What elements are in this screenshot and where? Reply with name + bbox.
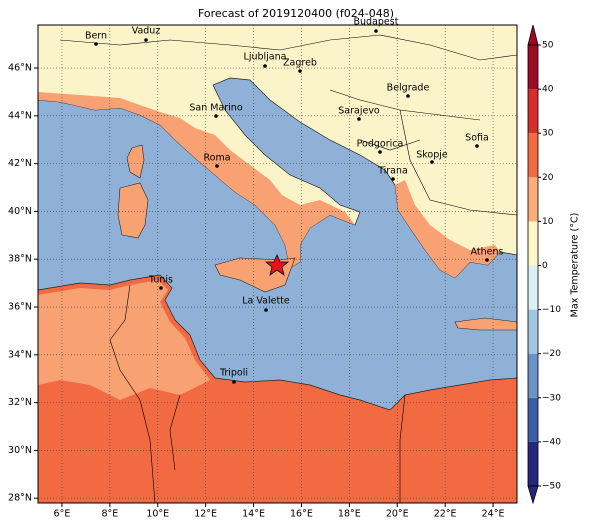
city-label: Podgorica: [357, 139, 404, 150]
city-label: Athens: [471, 247, 504, 258]
sardinia: [117, 182, 149, 239]
x-tick-label: 10°E: [146, 509, 169, 520]
city-dot: [215, 164, 219, 168]
y-tick-label: 40°N: [8, 206, 32, 217]
colorbar-bin: [528, 45, 538, 90]
colorbar-bin: [528, 221, 538, 266]
city-label: Sofia: [465, 133, 489, 144]
colorbar-bin: [528, 397, 538, 442]
crete: [454, 317, 517, 331]
tunisia-warm-area: [38, 280, 210, 400]
colorbar-tick-label: −30: [542, 393, 561, 403]
colorbar-tick-label: 20: [542, 173, 554, 183]
colorbar-label: Max Temperature (°C): [570, 213, 581, 318]
colorbar-extend: [527, 485, 539, 505]
y-tick-label: 44°N: [8, 110, 32, 121]
colorbar-bin: [528, 353, 538, 398]
x-tick-label: 18°E: [338, 509, 361, 520]
city-label: Zagreb: [283, 58, 317, 69]
colorbar-tick-label: 50: [542, 41, 554, 51]
city-dot: [263, 64, 267, 68]
city-label: La Valette: [242, 296, 290, 307]
city-label: Tripoli: [219, 368, 248, 379]
colorbar-tick-label: 40: [542, 85, 554, 95]
city-label: Roma: [203, 153, 230, 164]
x-tick-label: 20°E: [386, 509, 409, 520]
y-tick-label: 30°N: [8, 445, 32, 456]
city-label: Sarajevo: [338, 106, 380, 117]
x-tick-label: 8°E: [101, 509, 118, 520]
colorbar-extend: [527, 24, 539, 46]
city-dot: [94, 42, 98, 46]
city-label: Tunis: [148, 275, 173, 286]
city-label: Skopje: [416, 150, 448, 161]
balkan-warm-band: [395, 180, 500, 278]
colorbar-tick-label: 0: [542, 261, 548, 271]
map-title: Forecast of 2019120400 (f024-048): [198, 7, 394, 20]
cities: Bern Vaduz Budapest Ljubljana Zagreb Bel…: [85, 17, 504, 384]
city-label: Tirana: [377, 166, 408, 177]
corsica: [126, 144, 145, 179]
x-tick-label: 22°E: [434, 509, 457, 520]
city-dot: [357, 117, 361, 121]
colorbar-tick-label: −10: [542, 305, 561, 315]
city-dot: [232, 380, 236, 384]
y-tick-label: 36°N: [8, 302, 32, 313]
city-label: Bern: [85, 31, 107, 42]
y-tick-label: 34°N: [8, 349, 32, 360]
colorbar-tick-label: 10: [542, 217, 554, 227]
city-dot: [430, 160, 434, 164]
x-tick-label: 6°E: [54, 509, 71, 520]
italy-warm-band: [38, 92, 355, 268]
x-tick-label: 16°E: [290, 509, 313, 520]
x-tick-label: 24°E: [482, 509, 505, 520]
city-dot: [378, 150, 382, 154]
y-tick-label: 32°N: [8, 397, 32, 408]
colorbar-bin: [528, 441, 538, 486]
colorbar-bin: [528, 309, 538, 354]
border-line: [59, 34, 517, 503]
y-tick-label: 28°N: [8, 493, 32, 504]
city-dot: [264, 308, 268, 312]
city-dot: [298, 69, 302, 73]
grid: [38, 25, 517, 503]
colorbar-bin: [528, 133, 538, 178]
city-label: Budapest: [354, 17, 399, 28]
y-tick-label: 38°N: [8, 254, 32, 265]
city-dot: [214, 114, 218, 118]
x-tick-label: 14°E: [242, 509, 265, 520]
city-dot: [144, 38, 148, 42]
colorbar-bin: [528, 177, 538, 222]
city-dot: [374, 29, 378, 33]
y-tick-label: 42°N: [8, 158, 32, 169]
colorbar-tick-label: −50: [542, 482, 561, 492]
city-label: San Marino: [189, 103, 242, 114]
city-label: Vaduz: [132, 26, 161, 37]
y-tick-label: 46°N: [8, 63, 32, 74]
city-dot: [159, 286, 163, 290]
colorbar-tick-label: 30: [542, 129, 554, 139]
city-dot: [406, 94, 410, 98]
star-marker: [264, 253, 290, 276]
map-area: [38, 25, 517, 503]
city-dot: [485, 258, 489, 262]
x-tick-label: 12°E: [194, 509, 217, 520]
city-dot: [475, 144, 479, 148]
colorbar-bin: [528, 89, 538, 134]
colorbar: −50 −40 −30 −20 −10 0 10 20 30 40 50: [527, 24, 561, 505]
map-frame: [37, 24, 518, 504]
colorbar-tick-label: −20: [542, 349, 561, 359]
colorbar-bin: [528, 265, 538, 310]
city-dot: [391, 177, 395, 181]
city-label: Ljubljana: [244, 52, 287, 63]
colorbar-tick-label: −40: [542, 437, 561, 447]
city-label: Belgrade: [387, 83, 430, 94]
